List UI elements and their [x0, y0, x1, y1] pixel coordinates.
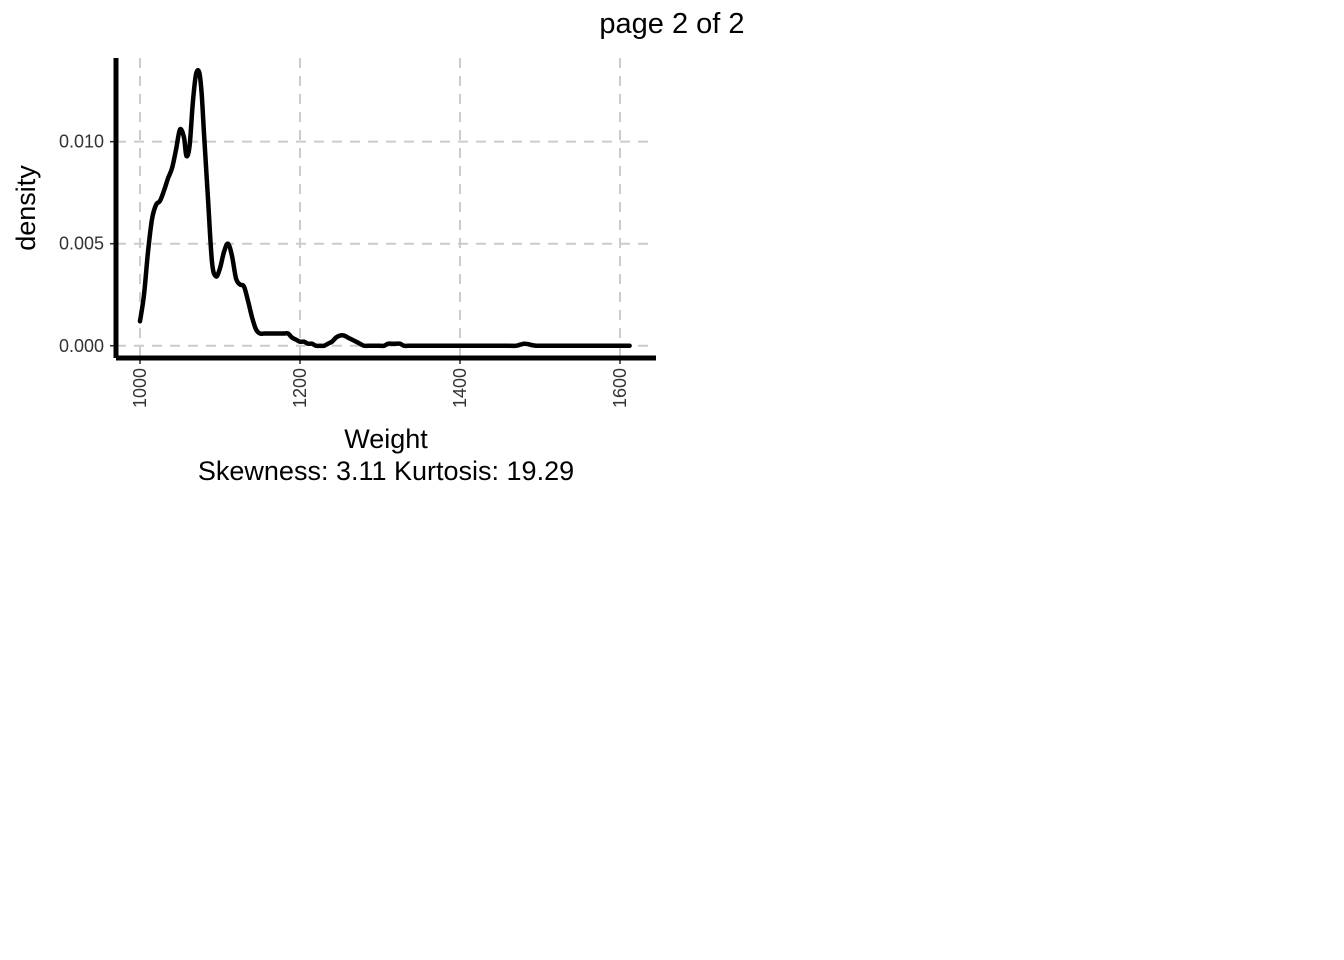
- x-axis-subtitle: Skewness: 3.11 Kurtosis: 19.29: [198, 456, 574, 486]
- page-title: page 2 of 2: [599, 8, 744, 40]
- x-axis-title: Weight: [344, 424, 428, 454]
- grid: [116, 58, 656, 358]
- y-tick-label: 0.005: [59, 234, 104, 254]
- y-tick-label: 0.000: [59, 336, 104, 356]
- y-axis-title: density: [11, 165, 41, 251]
- density-curve: [137, 67, 632, 349]
- x-tick-label: 1200: [290, 368, 310, 408]
- axis-ticks: 1000 1200 1400 1600 0.000 0.005 0.010: [59, 132, 630, 408]
- x-tick-label: 1400: [450, 368, 470, 408]
- x-tick-label: 1600: [610, 368, 630, 408]
- x-tick-label: 1000: [130, 368, 150, 408]
- y-tick-label: 0.010: [59, 132, 104, 152]
